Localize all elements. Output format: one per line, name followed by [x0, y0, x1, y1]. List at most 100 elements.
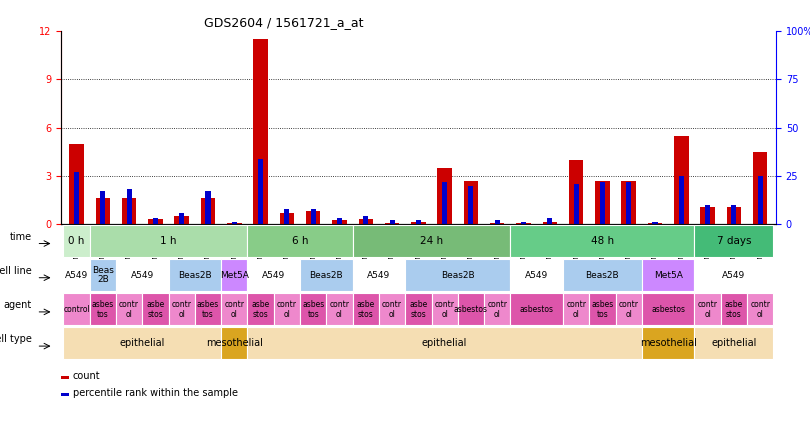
Bar: [468, 186, 474, 224]
Bar: [100, 191, 105, 224]
Bar: [247, 328, 642, 360]
Bar: [490, 223, 505, 224]
Bar: [701, 206, 715, 224]
Text: A549: A549: [65, 270, 88, 280]
Bar: [258, 159, 263, 224]
Bar: [653, 222, 658, 224]
Bar: [463, 181, 478, 224]
Bar: [694, 225, 774, 257]
Bar: [337, 218, 342, 224]
Text: asbe
stos: asbe stos: [725, 300, 743, 319]
Bar: [747, 293, 774, 325]
Bar: [311, 209, 316, 224]
Text: contr
ol: contr ol: [119, 300, 139, 319]
Bar: [63, 225, 90, 257]
Bar: [721, 293, 747, 325]
Bar: [458, 293, 484, 325]
Bar: [616, 293, 642, 325]
Bar: [385, 222, 399, 224]
Bar: [705, 205, 710, 224]
Bar: [221, 259, 247, 291]
Bar: [595, 181, 610, 224]
Bar: [326, 293, 352, 325]
Bar: [363, 217, 369, 224]
Bar: [174, 216, 189, 224]
Bar: [416, 220, 421, 224]
Bar: [621, 181, 636, 224]
Bar: [332, 220, 347, 224]
Bar: [201, 198, 215, 224]
Bar: [126, 190, 132, 224]
Bar: [284, 209, 289, 224]
Bar: [495, 220, 500, 224]
Bar: [232, 222, 237, 224]
Text: 7 days: 7 days: [717, 236, 751, 246]
Text: A549: A549: [367, 270, 390, 280]
Bar: [179, 213, 184, 224]
Text: Beas2B: Beas2B: [178, 270, 211, 280]
Bar: [90, 259, 116, 291]
Text: agent: agent: [3, 300, 32, 310]
Bar: [727, 206, 741, 224]
Bar: [61, 376, 69, 379]
Bar: [70, 144, 83, 224]
Text: epithelial: epithelial: [711, 338, 757, 349]
Bar: [247, 259, 300, 291]
Text: asbes
tos: asbes tos: [302, 300, 324, 319]
Bar: [116, 293, 143, 325]
Text: asbestos: asbestos: [651, 305, 685, 314]
Bar: [96, 198, 110, 224]
Text: Beas2B: Beas2B: [441, 270, 475, 280]
Bar: [757, 176, 763, 224]
Text: asbe
stos: asbe stos: [356, 300, 375, 319]
Bar: [521, 222, 526, 224]
Bar: [563, 259, 642, 291]
Bar: [432, 293, 458, 325]
Bar: [90, 293, 116, 325]
Bar: [168, 293, 195, 325]
Text: asbes
tos: asbes tos: [197, 300, 220, 319]
Text: Beas2B: Beas2B: [586, 270, 619, 280]
Bar: [484, 293, 510, 325]
Bar: [168, 259, 221, 291]
Bar: [379, 293, 405, 325]
Text: cell line: cell line: [0, 266, 32, 276]
Text: contr
ol: contr ol: [488, 300, 507, 319]
Bar: [510, 293, 563, 325]
Bar: [90, 225, 247, 257]
Bar: [148, 219, 163, 224]
Text: contr
ol: contr ol: [330, 300, 349, 319]
Bar: [679, 176, 684, 224]
Text: contr
ol: contr ol: [277, 300, 297, 319]
Text: epithelial: epithelial: [422, 338, 467, 349]
Text: cell type: cell type: [0, 334, 32, 345]
Bar: [254, 39, 268, 224]
Bar: [411, 222, 425, 224]
Bar: [279, 213, 294, 224]
Bar: [306, 211, 321, 224]
Text: 24 h: 24 h: [420, 236, 443, 246]
Text: time: time: [10, 232, 32, 242]
Bar: [206, 191, 211, 224]
Text: A549: A549: [130, 270, 154, 280]
Text: asbestos: asbestos: [520, 305, 554, 314]
Bar: [510, 259, 563, 291]
Bar: [731, 205, 736, 224]
Text: asbe
stos: asbe stos: [409, 300, 428, 319]
Bar: [274, 293, 300, 325]
Bar: [143, 293, 168, 325]
Text: contr
ol: contr ol: [224, 300, 245, 319]
Bar: [247, 225, 352, 257]
Bar: [405, 293, 432, 325]
Bar: [563, 293, 590, 325]
Bar: [548, 218, 552, 224]
Bar: [516, 222, 531, 224]
Bar: [694, 328, 774, 360]
Text: Met5A: Met5A: [220, 270, 249, 280]
Text: count: count: [73, 371, 100, 381]
Text: 6 h: 6 h: [292, 236, 309, 246]
Bar: [674, 136, 688, 224]
Bar: [352, 225, 510, 257]
Bar: [195, 293, 221, 325]
Text: contr
ol: contr ol: [382, 300, 402, 319]
